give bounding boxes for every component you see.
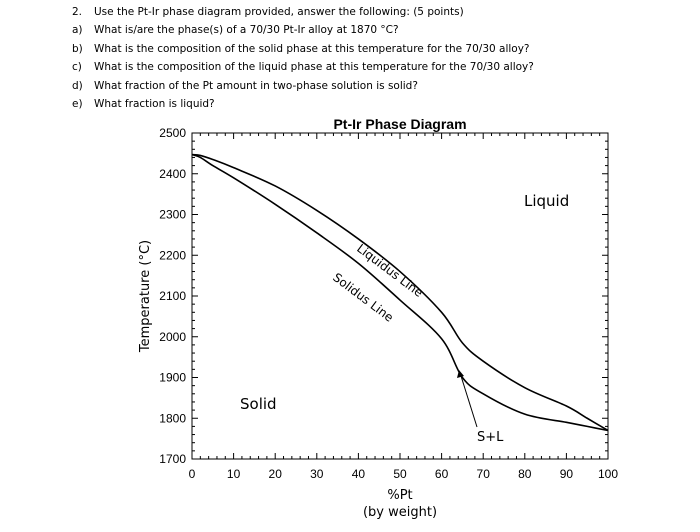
y-tick-label: 2000 xyxy=(159,330,186,344)
x-tick-label: 50 xyxy=(393,467,407,481)
question-text: What fraction of the Pt amount in two-ph… xyxy=(94,79,418,92)
x-tick-label: 80 xyxy=(518,467,532,481)
y-tick-label: 2200 xyxy=(159,248,186,262)
question-marker: d) xyxy=(72,79,83,92)
question-marker: 2. xyxy=(72,6,83,18)
x-tick-label: 10 xyxy=(227,467,241,481)
question-text: What is/are the phase(s) of a 70/30 Pt-I… xyxy=(94,24,399,37)
ticks xyxy=(191,132,609,460)
y-axis-label: Temperature (°C) xyxy=(138,240,153,353)
question-marker: e) xyxy=(72,98,83,111)
question-text: Use the Pt-Ir phase diagram provided, an… xyxy=(94,6,464,18)
question-list: 2. Use the Pt-Ir phase diagram provided, … xyxy=(72,3,692,113)
two-phase-label: S+L xyxy=(477,430,504,445)
solidus-line xyxy=(191,153,609,432)
x-tick-label: 60 xyxy=(435,467,449,481)
chart-title: Pt-Ir Phase Diagram xyxy=(333,116,466,132)
question-item: c) What is the composition of the liquid … xyxy=(72,58,692,76)
question-text: What is the composition of the solid pha… xyxy=(94,42,530,55)
tick-labels: 0 10 20 30 40 50 60 70 80 90 100 1700 1800 1900 2000 21… xyxy=(159,126,618,481)
question-item: a) What is/are the phase(s) of a 70/30 Pt… xyxy=(72,21,692,39)
question-item: 2. Use the Pt-Ir phase diagram provided, … xyxy=(72,3,692,21)
question-marker: a) xyxy=(72,24,83,37)
x-axis-sublabel: (by weight) xyxy=(363,505,437,520)
question-item: d) What fraction of the Pt amount in two-… xyxy=(72,77,692,95)
x-tick-label: 70 xyxy=(477,467,491,481)
curves xyxy=(191,153,609,432)
two-phase-pointer xyxy=(460,375,478,428)
x-tick-label: 40 xyxy=(352,467,366,481)
question-item: b) What is the composition of the solid p… xyxy=(72,40,692,58)
y-tick-label: 1700 xyxy=(159,452,186,466)
x-tick-label: 20 xyxy=(269,467,283,481)
liquid-region-label: Liquid xyxy=(524,192,569,210)
question-marker: c) xyxy=(72,61,82,74)
y-tick-label: 2400 xyxy=(159,167,186,181)
x-axis-label: %Pt xyxy=(387,488,412,503)
y-tick-label: 1900 xyxy=(159,371,186,385)
y-tick-label: 2100 xyxy=(159,289,186,303)
two-phase-arrowhead xyxy=(457,370,464,378)
x-tick-label: 100 xyxy=(598,467,618,481)
liquidus-line xyxy=(191,153,609,432)
x-tick-label: 90 xyxy=(560,467,574,481)
question-text: What fraction is liquid? xyxy=(94,98,215,111)
y-tick-label: 2300 xyxy=(159,208,186,222)
question-item: e) What fraction is liquid? xyxy=(72,95,692,113)
x-tick-label: 0 xyxy=(189,467,196,481)
x-tick-label: 30 xyxy=(310,467,324,481)
y-tick-label: 1800 xyxy=(159,411,186,425)
question-marker: b) xyxy=(72,42,83,55)
solidus-line-label: Solidus Line xyxy=(330,270,396,324)
solid-region-label: Solid xyxy=(240,395,277,413)
question-text: What is the composition of the liquid ph… xyxy=(94,61,534,74)
y-tick-label: 2500 xyxy=(159,126,186,140)
